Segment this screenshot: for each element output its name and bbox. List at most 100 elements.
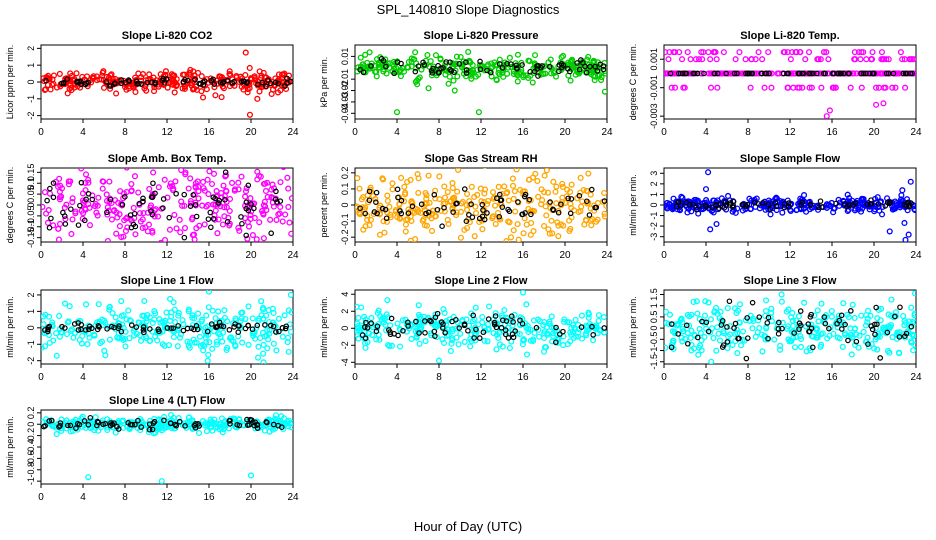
- data-point: [357, 54, 364, 61]
- hourly-point: [481, 216, 488, 223]
- data-point: [179, 202, 186, 209]
- hourly-point: [65, 422, 71, 429]
- data-point: [785, 84, 792, 91]
- data-point: [460, 70, 468, 77]
- data-point: [149, 319, 156, 326]
- hourly-point: [887, 199, 894, 206]
- data-point: [179, 317, 186, 324]
- data-point-outlier: [905, 231, 912, 238]
- data-point: [193, 86, 200, 93]
- hourly-point: [229, 80, 235, 86]
- data-points: [664, 49, 916, 119]
- data-point-outlier: [218, 94, 225, 101]
- hourly-point: [133, 78, 140, 84]
- hourly-point: [810, 344, 816, 351]
- data-point: [503, 238, 510, 242]
- data-point: [260, 304, 267, 311]
- data-points: [41, 168, 293, 242]
- y-tick-label: 0.001: [649, 48, 659, 71]
- data-point: [253, 236, 260, 242]
- hourly-point: [394, 186, 401, 193]
- y-axis-label: Licor ppm per min.: [5, 45, 15, 120]
- hourly-point: [397, 208, 403, 214]
- hourly-point: [724, 324, 730, 330]
- data-point: [493, 346, 500, 353]
- data-point: [285, 307, 292, 314]
- x-tick-label: 0: [661, 250, 667, 261]
- data-point: [282, 211, 289, 218]
- x-tick-label: 12: [475, 127, 487, 138]
- data-point: [560, 222, 567, 229]
- data-point: [468, 75, 475, 82]
- data-point: [541, 172, 548, 179]
- x-tick-label: 24: [910, 250, 922, 261]
- data-point: [527, 231, 534, 238]
- data-point: [46, 339, 53, 346]
- data-point: [169, 81, 176, 88]
- hourly-point: [368, 320, 375, 327]
- data-point: [436, 173, 443, 180]
- data-point: [600, 314, 607, 321]
- data-point: [167, 295, 174, 302]
- hourly-point: [243, 232, 249, 239]
- hourly-point: [796, 326, 802, 332]
- hourly-point: [764, 320, 771, 326]
- hourly-point: [532, 68, 538, 75]
- hourly-point: [112, 80, 118, 86]
- hourly-point: [723, 70, 730, 77]
- x-tick-label: 8: [436, 250, 442, 261]
- data-point: [540, 322, 547, 329]
- data-point: [698, 49, 705, 56]
- hourly-point: [48, 215, 54, 222]
- hourly-point: [360, 69, 367, 76]
- data-point: [71, 84, 78, 91]
- hourly-point: [907, 70, 914, 77]
- data-point: [130, 332, 138, 339]
- data-point: [396, 343, 404, 350]
- x-tick-label: 24: [287, 492, 299, 503]
- data-point: [767, 313, 774, 321]
- data-point: [186, 69, 193, 76]
- data-point: [95, 194, 102, 201]
- data-point: [94, 212, 101, 219]
- hourly-point: [791, 330, 797, 336]
- data-point: [797, 49, 804, 56]
- data-point: [146, 314, 153, 321]
- hourly-point: [85, 191, 92, 197]
- data-point: [203, 339, 210, 346]
- hourly-point: [133, 324, 140, 330]
- data-point: [725, 333, 732, 340]
- hourly-point: [538, 64, 544, 71]
- data-points: [41, 290, 293, 364]
- data-point: [481, 190, 488, 197]
- data-point: [73, 70, 80, 77]
- hourly-point: [378, 55, 385, 62]
- hourly-point: [383, 63, 389, 70]
- hourly-point: [284, 80, 290, 86]
- data-point: [213, 341, 220, 348]
- hourly-point: [842, 321, 848, 328]
- hourly-point: [173, 422, 180, 429]
- y-tick-label: 0: [340, 326, 350, 331]
- data-point: [61, 204, 68, 211]
- y-tick-label: -2: [26, 112, 36, 120]
- x-tick-label: 12: [784, 372, 796, 383]
- data-point: [792, 317, 800, 324]
- hourly-point: [119, 201, 126, 208]
- data-point: [813, 325, 821, 332]
- hourly-point: [447, 66, 453, 73]
- hourly-point: [498, 197, 505, 203]
- hourly-point: [533, 324, 540, 331]
- data-point: [149, 191, 156, 198]
- y-tick-label: -0.003: [649, 103, 659, 129]
- data-point: [519, 341, 526, 348]
- data-point: [844, 191, 851, 198]
- data-point: [418, 66, 425, 73]
- hourly-point: [116, 323, 122, 329]
- hourly-point: [125, 77, 132, 83]
- data-point: [588, 222, 595, 229]
- data-point: [857, 56, 864, 63]
- hourly-point: [720, 342, 727, 348]
- data-point: [284, 334, 292, 341]
